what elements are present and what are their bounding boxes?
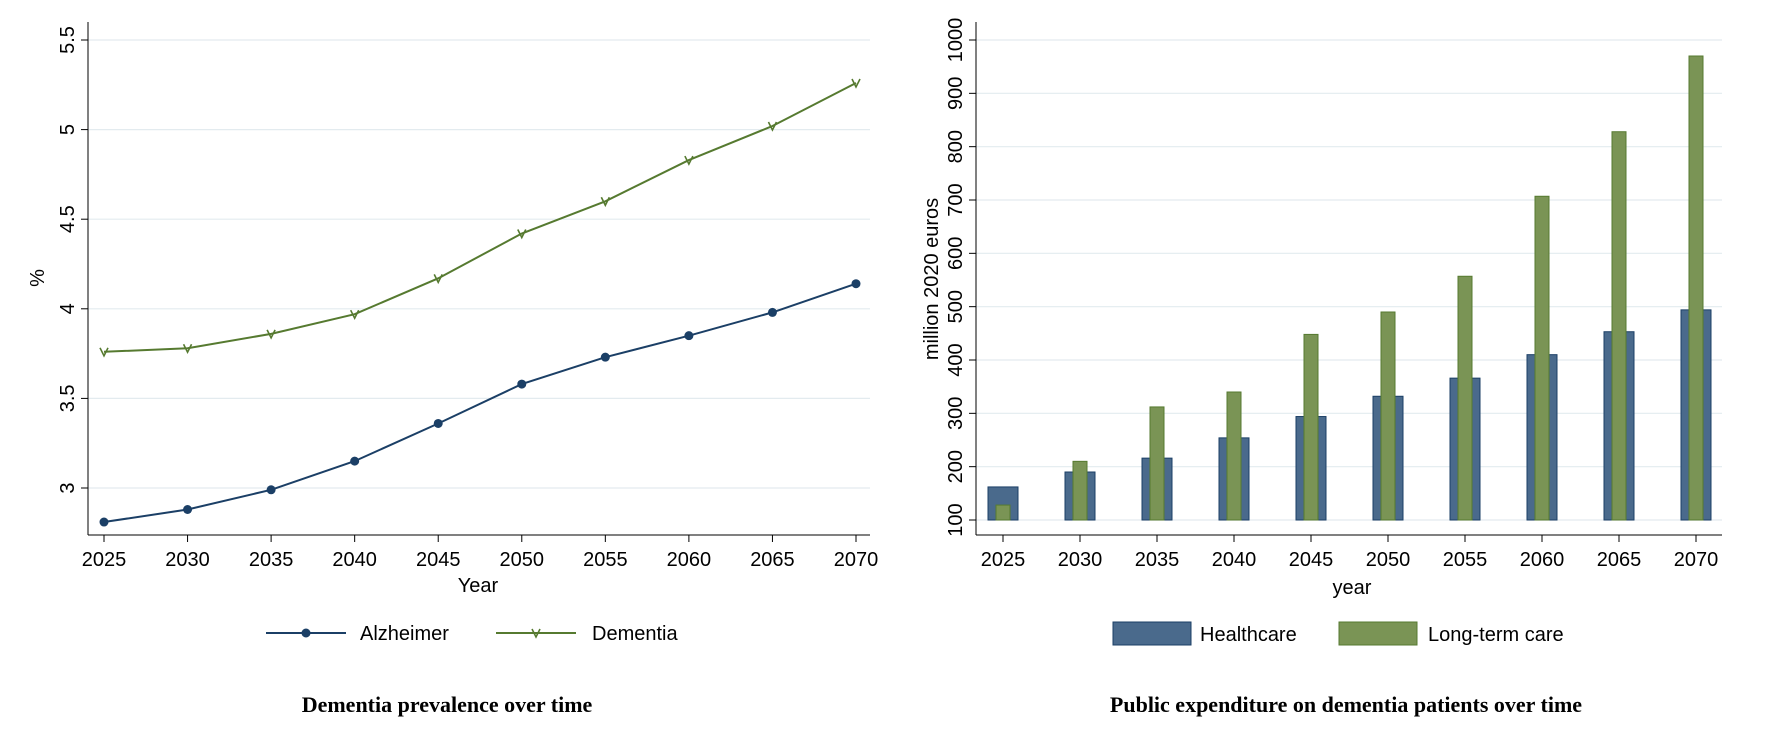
expenditure-y-tick-label: 800 [945,130,967,163]
legend-label-long-term-care: Long-term care [1428,624,1564,646]
prevalence-x-tick-label: 2030 [165,549,210,571]
expenditure-legend: Healthcare Long-term care [1112,621,1564,646]
data-point-alzheimer [266,485,276,495]
bar-long-term-care [1380,311,1396,521]
expenditure-y-axis-title: million 2020 euros [921,198,943,360]
data-point-alzheimer [183,505,193,515]
expenditure-y-ticks: 100 200 300 400 500 600 700 800 900 1000 [945,18,976,537]
legend-label-dementia: Dementia [592,623,678,645]
bar-long-term-care [1072,460,1088,521]
expenditure-x-tick-label: 2025 [981,549,1026,571]
bar-long-term-care [1149,406,1165,521]
data-point-alzheimer [433,418,443,428]
expenditure-x-tick-label: 2060 [1520,549,1565,571]
data-point-alzheimer [350,456,360,466]
expenditure-grid [976,39,1722,521]
bar-long-term-care [1226,391,1242,521]
prevalence-grid [88,39,870,489]
data-point-alzheimer [851,279,861,289]
expenditure-y-tick-label: 300 [945,397,967,430]
expenditure-x-tick-label: 2055 [1443,549,1488,571]
data-point-alzheimer [600,352,610,362]
data-point-alzheimer [99,517,109,527]
prevalence-x-tick-label: 2070 [834,549,879,571]
legend-label-alzheimer: Alzheimer [360,623,449,645]
data-point-dementia [684,155,694,166]
expenditure-x-tick-label: 2070 [1674,549,1719,571]
expenditure-x-axis-title: year [1333,577,1372,599]
legend-label-healthcare: Healthcare [1200,624,1297,646]
data-point-dementia [517,229,527,240]
data-point-dementia [266,329,276,340]
expenditure-bars [987,55,1712,521]
prevalence-y-axis-title: % [27,269,49,287]
data-point-dementia [349,309,360,320]
prevalence-y-tick-label: 3.5 [57,384,79,412]
bar-long-term-care [1611,131,1627,521]
expenditure-y-tick-label: 500 [945,290,967,323]
data-point-dementia [851,78,861,89]
expenditure-y-tick-label: 700 [945,183,967,216]
expenditure-x-tick-label: 2040 [1212,549,1257,571]
prevalence-x-tick-label: 2025 [82,549,127,571]
data-point-dementia [433,273,443,285]
prevalence-x-tick-label: 2040 [332,549,377,571]
data-point-alzheimer [517,379,527,389]
expenditure-x-tick-label: 2050 [1366,549,1411,571]
prevalence-x-tick-label: 2050 [500,549,545,571]
prevalence-x-tick-label: 2055 [583,549,628,571]
data-point-dementia [182,343,193,355]
bar-long-term-care [1457,275,1473,521]
expenditure-title: Public expenditure on dementia patients … [1110,692,1582,717]
prevalence-y-tick-label: 5 [57,124,79,135]
bar-long-term-care [995,504,1011,521]
expenditure-y-tick-label: 1000 [945,18,967,63]
legend-marker-dementia [531,628,541,639]
expenditure-y-tick-label: 400 [945,343,967,376]
expenditure-y-tick-label: 200 [945,450,967,483]
expenditure-x-tick-label: 2030 [1058,549,1103,571]
legend-marker-alzheimer [301,628,311,638]
prevalence-y-tick-label: 5.5 [57,26,79,54]
data-point-alzheimer [767,307,777,317]
prevalence-y-tick-label: 4.5 [57,205,79,233]
prevalence-legend: Alzheimer Dementia [266,623,678,645]
prevalence-y-ticks: 3 3.5 4 4.5 5 5.5 [57,26,88,494]
data-point-dementia [600,196,611,208]
prevalence-y-tick-label: 4 [57,303,79,314]
prevalence-x-tick-label: 2060 [667,549,712,571]
data-point-dementia [767,121,778,132]
prevalence-title: Dementia prevalence over time [302,692,593,717]
prevalence-x-tick-label: 2065 [750,549,795,571]
prevalence-y-tick-label: 3 [57,482,79,493]
expenditure-chart: 100 200 300 400 500 600 700 800 900 1000 2025 2030… [921,18,1722,717]
expenditure-y-tick-label: 600 [945,237,967,270]
expenditure-x-tick-label: 2045 [1289,549,1334,571]
bar-long-term-care [1688,55,1704,521]
bar-long-term-care [1303,333,1319,521]
expenditure-x-tick-label: 2035 [1135,549,1180,571]
expenditure-x-tick-label: 2065 [1597,549,1642,571]
expenditure-y-tick-label: 100 [945,503,967,536]
expenditure-x-ticks: 2025 2030 2035 2040 2045 2050 2055 2060 2065 2070 [981,535,1719,571]
prevalence-series [99,78,861,527]
series-line-alzheimer [103,282,857,524]
prevalence-x-axis-title: Year [458,575,499,597]
prevalence-x-tick-label: 2045 [416,549,461,571]
data-point-dementia [99,347,109,358]
series-line-dementia [103,82,857,353]
prevalence-chart: 3 3.5 4 4.5 5 5.5 2025 2030 2035 2040 2045 2050 205… [27,22,878,717]
expenditure-y-tick-label: 900 [945,77,967,110]
legend-swatch-long-term-care [1338,621,1418,646]
legend-swatch-healthcare [1112,621,1192,646]
bar-long-term-care [1534,195,1550,521]
data-point-alzheimer [684,331,694,341]
prevalence-x-tick-label: 2035 [249,549,294,571]
prevalence-x-ticks: 2025 2030 2035 2040 2045 2050 2055 2060 2065 2070 [82,535,879,571]
